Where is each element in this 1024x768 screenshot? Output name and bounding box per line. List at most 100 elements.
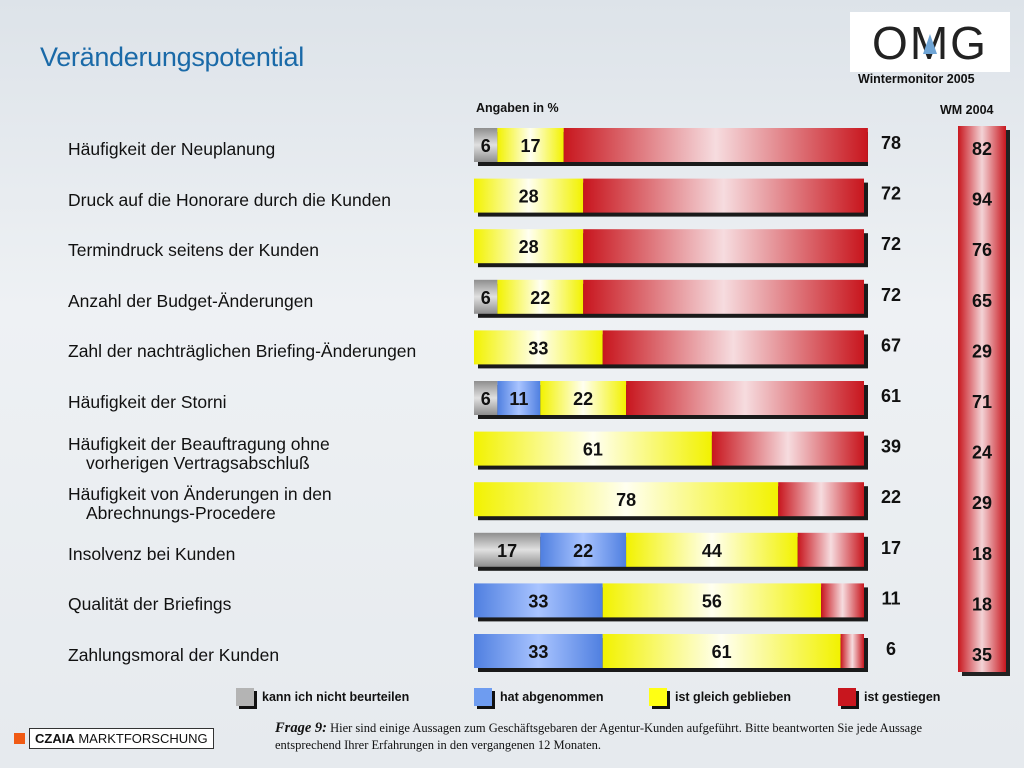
bar-segment-red [602, 330, 864, 365]
gestiegen-value-label: 72 [881, 184, 901, 204]
bar-value-label: 11 [509, 389, 528, 409]
bar-segment-red [583, 279, 864, 314]
category-label-line: Häufigkeit von Änderungen in den [68, 484, 332, 505]
legend-label: kann ich nicht beurteilen [262, 690, 410, 704]
legend: kann ich nicht beurteilen hat abgenommen… [236, 688, 996, 710]
bar-value-label: 61 [712, 642, 732, 662]
legend-label: ist gestiegen [864, 690, 941, 704]
bar-segment-blue [474, 583, 603, 618]
gestiegen-value-label: 22 [881, 487, 901, 507]
legend-item-blue: hat abgenommen [474, 688, 604, 706]
bar-segment-red [840, 634, 864, 668]
category-label-line: Häufigkeit der Storni [68, 392, 227, 412]
gestiegen-value-label: 11 [881, 588, 900, 608]
wm2004-value-label: 29 [972, 493, 992, 513]
gestiegen-value-label: 67 [881, 335, 901, 355]
bar-segment-red [797, 532, 864, 567]
gestiegen-value-label: 72 [881, 285, 901, 305]
footnote-text: Hier sind einige Aussagen zum Geschäftsg… [275, 721, 923, 752]
company-name: CZAIA MARKTFORSCHUNG [29, 728, 214, 749]
gestiegen-value-label: 61 [881, 386, 901, 406]
bar-segment-red [583, 229, 864, 264]
category-label-line: Druck auf die Honorare durch die Kunden [68, 189, 391, 210]
category-label: Qualität der Briefings [68, 595, 231, 614]
bar-value-label: 22 [530, 288, 550, 308]
omg-logo: OMG [850, 12, 1010, 72]
bar-value-label: 6 [481, 288, 491, 308]
bar-segment-red [626, 381, 864, 415]
legend-item-grey: kann ich nicht beurteilen [236, 688, 409, 706]
category-label: Zahl der nachträglichen Briefing-Änderun… [68, 342, 416, 361]
bar-segment-yellow [474, 229, 584, 264]
bar-segment-red [821, 583, 864, 618]
category-label: Termindruck seitens der Kunden [68, 241, 319, 260]
category-label: Druck auf die Honorare durch die Kunden [68, 189, 391, 210]
bar-segment-grey [474, 128, 498, 162]
gestiegen-value-label: 78 [881, 133, 901, 153]
category-label-line: Zahlungsmoral der Kunden [68, 645, 280, 665]
category-label-line: Häufigkeit der Neuplanung [68, 139, 276, 159]
bar-segment-grey [474, 381, 498, 415]
bar-segment-blue [497, 381, 541, 415]
legend-label: hat abgenommen [500, 690, 604, 704]
bar-value-label: 33 [528, 591, 548, 611]
category-label-line: Abrechnungs-Procedere [86, 503, 276, 524]
bar-value-label: 44 [702, 541, 722, 561]
wm2004-label: WM 2004 [940, 103, 994, 117]
company-badge: CZAIA MARKTFORSCHUNG [14, 728, 214, 749]
category-label-line: Zahl der nachträglichen Briefing-Änderun… [68, 341, 417, 362]
category-label: Insolvenz bei Kunden [68, 544, 235, 564]
category-label: Anzahl der Budget-Änderungen [68, 291, 313, 311]
legend-item-red: ist gestiegen [838, 688, 940, 706]
bar-segment-blue [474, 634, 603, 668]
bar-value-label: 28 [519, 187, 539, 207]
bar-value-label: 78 [616, 490, 636, 510]
footnote: Frage 9: Hier sind einige Aussagen zum G… [275, 720, 975, 754]
bar-value-label: 17 [521, 136, 541, 156]
bar-value-label: 33 [528, 642, 548, 662]
gestiegen-value-label: 6 [886, 639, 896, 659]
wm2004-value-label: 18 [972, 594, 992, 614]
bar-value-label: 28 [519, 237, 539, 257]
bar-segment-red [711, 431, 864, 466]
category-label-line: Häufigkeit der Beauftragung ohne [68, 433, 330, 454]
bar-value-label: 22 [573, 389, 593, 409]
bar-segment-yellow [626, 532, 798, 567]
category-label: Zahlungsmoral der Kunden [68, 646, 279, 665]
bar-value-label: 6 [481, 389, 491, 409]
bar-segment-yellow [497, 128, 564, 162]
bar-segment-red [583, 178, 864, 213]
company-square-icon [14, 733, 25, 744]
wm2004-column [958, 126, 1006, 672]
wm2004-value-label: 24 [972, 443, 992, 463]
category-label: Häufigkeit der Beauftragung ohne vorherig… [68, 433, 330, 473]
wm2004-value-label: 18 [972, 544, 992, 564]
logo-triangle [923, 34, 937, 54]
footnote-question: Frage 9: [275, 720, 327, 736]
wm2004-value-label: 94 [972, 190, 992, 210]
bar-segment-red [563, 128, 868, 162]
bar-value-label: 6 [481, 136, 491, 156]
company-name-rest: MARKTFORSCHUNG [78, 731, 208, 746]
bar-value-label: 22 [573, 541, 593, 561]
wm2004-value-label: 35 [972, 645, 992, 665]
category-label-line: Termindruck seitens der Kunden [68, 240, 319, 261]
unit-note: Angaben in % [476, 101, 559, 115]
legend-swatch-yellow [649, 688, 667, 706]
bar-value-label: 17 [497, 541, 517, 561]
wm2004-value-label: 82 [972, 139, 992, 159]
category-label: Häufigkeit der Neuplanung [68, 140, 275, 159]
category-label-line: vorherigen Vertragsabschluß [86, 452, 310, 473]
legend-item-yellow: ist gleich geblieben [649, 688, 791, 706]
page-title: Veränderungspotential [40, 42, 304, 72]
bar-segment-yellow [602, 634, 841, 668]
bar-segment-yellow [474, 431, 712, 466]
bar-segment-yellow [540, 381, 627, 415]
bar-segment-yellow [474, 178, 584, 213]
category-label: Häufigkeit der Storni [68, 393, 227, 412]
bar-segment-grey [474, 279, 498, 314]
company-name-bold: CZAIA [35, 731, 75, 746]
gestiegen-value-label: 72 [881, 234, 901, 254]
bar-value-label: 61 [583, 440, 603, 460]
